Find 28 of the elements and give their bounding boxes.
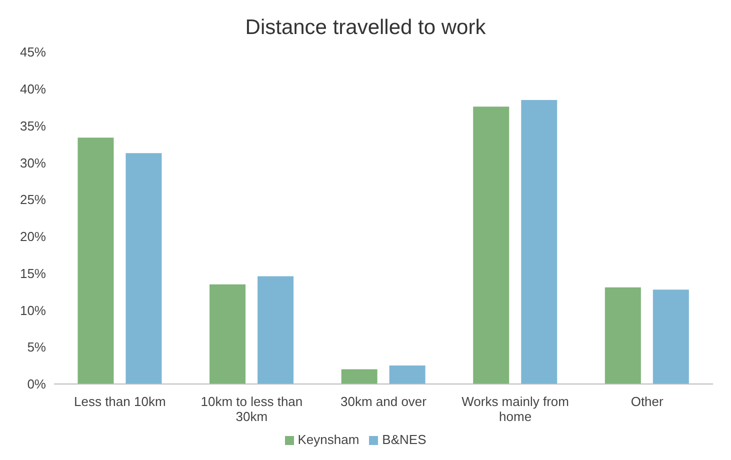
bar: [389, 366, 426, 384]
chart-title: Distance travelled to work: [244, 15, 487, 41]
y-tick-label: 10%: [20, 302, 46, 318]
y-tick-label: 35%: [20, 118, 46, 134]
x-tick-label: 10km to less than 30km: [200, 394, 303, 424]
y-tick-label: 40%: [20, 82, 46, 97]
y-tick-label: 25%: [20, 192, 46, 208]
legend-label: Keynsham: [298, 432, 360, 447]
bar: [604, 287, 641, 384]
y-tick-label: 5%: [27, 340, 46, 355]
x-tick-label: Works mainly from home: [462, 394, 569, 424]
x-tick-label: Other: [630, 394, 664, 409]
bar: [78, 138, 114, 384]
x-tick-label: Less than 10km: [74, 394, 166, 409]
y-tick-label: 20%: [20, 229, 46, 244]
y-tick-label: 45%: [20, 44, 46, 60]
x-tick-label: 30km and over: [340, 394, 428, 409]
bar: [652, 290, 689, 384]
legend-label: B&NES: [382, 432, 426, 447]
y-tick-label: 15%: [20, 266, 46, 281]
bar: [126, 153, 162, 384]
bar: [258, 276, 294, 384]
y-tick-label: 0%: [27, 376, 46, 392]
y-tick-label: 30%: [20, 155, 46, 170]
bar: [341, 369, 378, 384]
bar: [521, 100, 558, 384]
bar: [473, 106, 510, 384]
bar: [210, 284, 246, 384]
